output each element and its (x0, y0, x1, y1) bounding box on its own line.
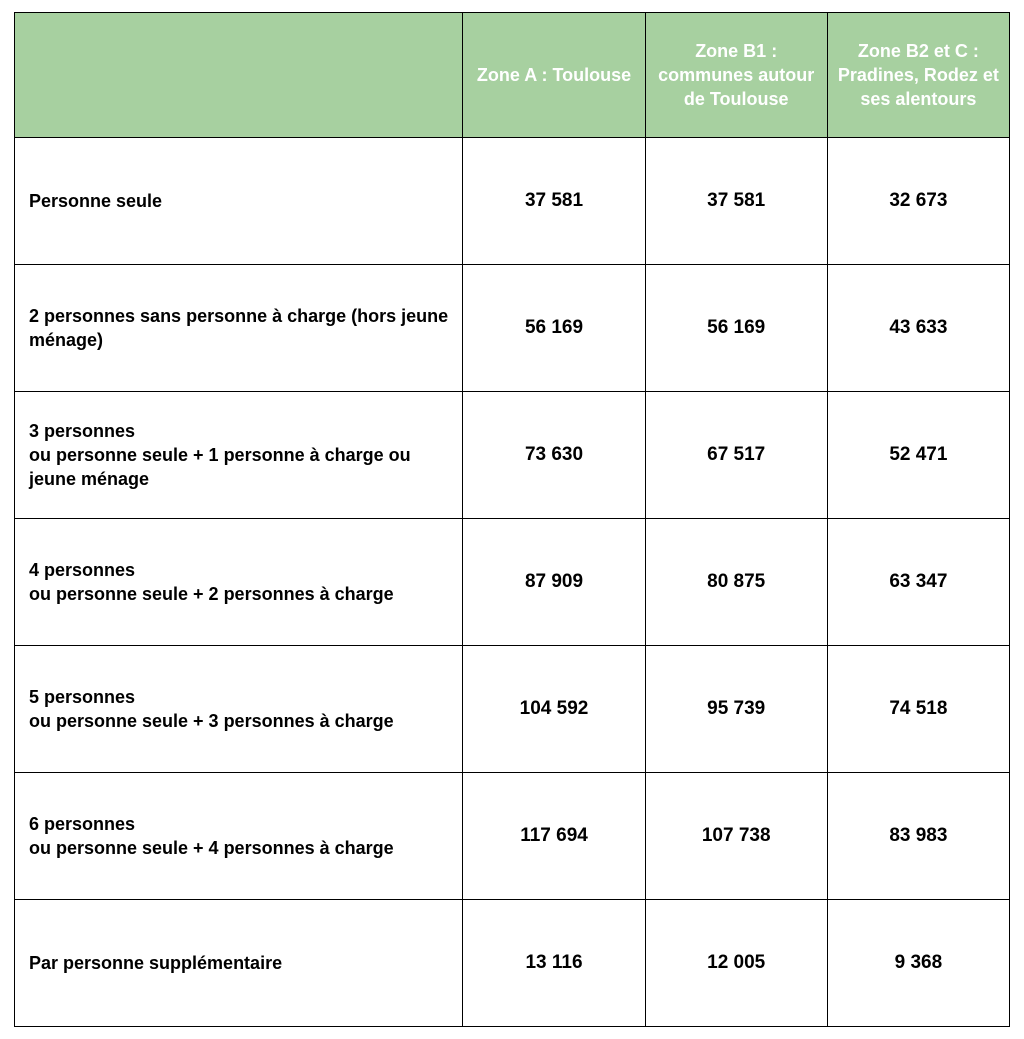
header-zone-b2c: Zone B2 et C : Pradines, Rodez et ses al… (827, 13, 1009, 138)
header-blank (15, 13, 463, 138)
row-label: Personne seule (15, 138, 463, 265)
cell-zone-b1: 80 875 (645, 519, 827, 646)
table-row: 5 personnesou personne seule + 3 personn… (15, 646, 1010, 773)
cell-zone-b2c: 32 673 (827, 138, 1009, 265)
cell-zone-b2c: 43 633 (827, 265, 1009, 392)
row-label: 6 personnesou personne seule + 4 personn… (15, 773, 463, 900)
cell-zone-b2c: 83 983 (827, 773, 1009, 900)
cell-zone-b1: 67 517 (645, 392, 827, 519)
table-row: 2 personnes sans personne à charge (hors… (15, 265, 1010, 392)
cell-zone-b2c: 74 518 (827, 646, 1009, 773)
table-container: Zone A : Toulouse Zone B1 : communes aut… (0, 0, 1024, 1039)
cell-zone-b1: 37 581 (645, 138, 827, 265)
cell-zone-a: 104 592 (463, 646, 645, 773)
cell-zone-b1: 56 169 (645, 265, 827, 392)
cell-zone-a: 117 694 (463, 773, 645, 900)
cell-zone-b1: 95 739 (645, 646, 827, 773)
table-header: Zone A : Toulouse Zone B1 : communes aut… (15, 13, 1010, 138)
header-row: Zone A : Toulouse Zone B1 : communes aut… (15, 13, 1010, 138)
cell-zone-a: 87 909 (463, 519, 645, 646)
row-label: Par personne supplémentaire (15, 900, 463, 1027)
table-body: Personne seule 37 581 37 581 32 673 2 pe… (15, 138, 1010, 1027)
cell-zone-a: 37 581 (463, 138, 645, 265)
cell-zone-b2c: 9 368 (827, 900, 1009, 1027)
header-zone-b1: Zone B1 : communes autour de Toulouse (645, 13, 827, 138)
table-row: Personne seule 37 581 37 581 32 673 (15, 138, 1010, 265)
row-label: 2 personnes sans personne à charge (hors… (15, 265, 463, 392)
cell-zone-b1: 12 005 (645, 900, 827, 1027)
cell-zone-a: 73 630 (463, 392, 645, 519)
cell-zone-a: 56 169 (463, 265, 645, 392)
table-row: 4 personnesou personne seule + 2 personn… (15, 519, 1010, 646)
row-label: 4 personnesou personne seule + 2 personn… (15, 519, 463, 646)
row-label: 3 personnesou personne seule + 1 personn… (15, 392, 463, 519)
cell-zone-b1: 107 738 (645, 773, 827, 900)
row-label: 5 personnesou personne seule + 3 personn… (15, 646, 463, 773)
table-row: 3 personnesou personne seule + 1 personn… (15, 392, 1010, 519)
cell-zone-a: 13 116 (463, 900, 645, 1027)
header-zone-a: Zone A : Toulouse (463, 13, 645, 138)
zones-table: Zone A : Toulouse Zone B1 : communes aut… (14, 12, 1010, 1027)
cell-zone-b2c: 52 471 (827, 392, 1009, 519)
cell-zone-b2c: 63 347 (827, 519, 1009, 646)
table-row: 6 personnesou personne seule + 4 personn… (15, 773, 1010, 900)
table-row: Par personne supplémentaire 13 116 12 00… (15, 900, 1010, 1027)
